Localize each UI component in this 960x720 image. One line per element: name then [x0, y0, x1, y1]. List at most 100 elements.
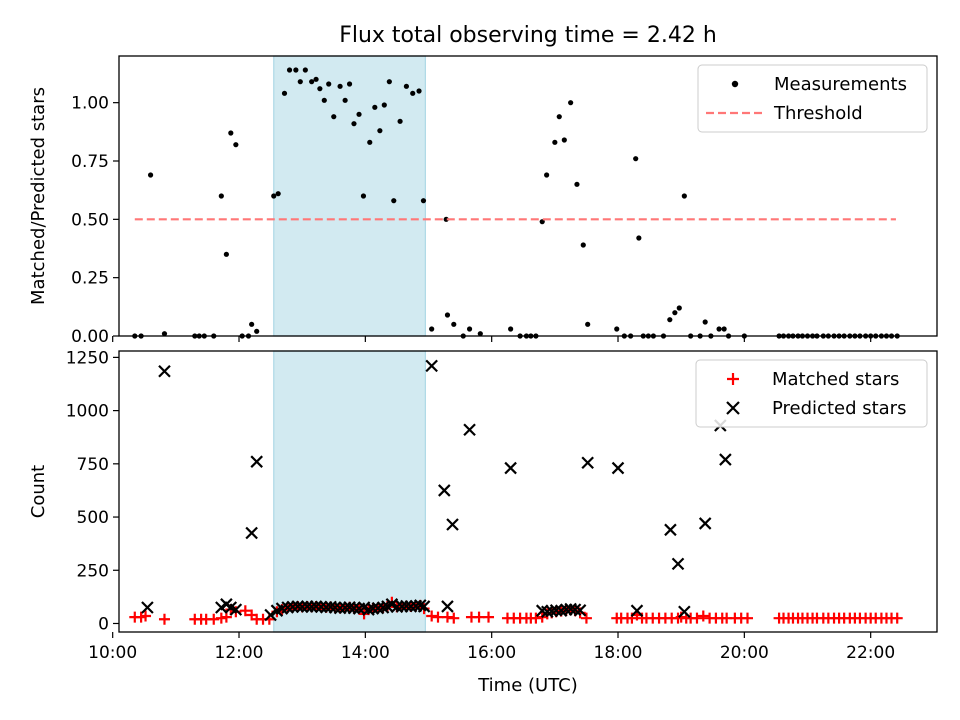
count-y-axis-label: Count [28, 465, 49, 518]
legend-box [697, 64, 928, 133]
measurements-point [444, 312, 451, 318]
y-tick-label: 500 [77, 508, 109, 528]
measurements-point [574, 181, 580, 187]
legend-label: Predicted stars [772, 398, 906, 419]
measurements-point [346, 81, 353, 87]
measurements-point [391, 198, 397, 204]
matched-stars-point [158, 613, 170, 625]
measurements-point [544, 172, 550, 178]
measurements-point [667, 317, 673, 323]
predicted-stars-point [371, 601, 385, 615]
predicted-stars-point [400, 599, 413, 613]
y-tick-label: 0 [98, 614, 109, 634]
observing-window-shade [273, 55, 426, 337]
x-tick-label: 14:00 [341, 643, 390, 663]
chart-title: Flux total observing time = 2.42 h [339, 23, 717, 48]
y-tick-label: 1250 [66, 348, 109, 368]
predicted-stars-point [309, 600, 323, 613]
predicted-stars-point [286, 600, 299, 614]
predicted-stars-point [545, 604, 558, 618]
measurements-point [281, 90, 288, 96]
x-tick-label: 20:00 [720, 643, 769, 663]
matched-stars-point [448, 612, 460, 624]
ratio-panel: 0.00 0.25 0.50 0.75 1.00 Matched/Predicted s… [28, 55, 938, 347]
predicted-stars-point [281, 601, 294, 614]
measurements-point [342, 97, 348, 103]
count-series [129, 359, 903, 625]
predicted-stars-point [678, 605, 691, 619]
measurements-point [721, 326, 727, 332]
count-axes: 0 250 500 750 1000 1250 10:00 12:00 14:00 16:00 18… [66, 348, 895, 663]
predicted-stars-point [366, 602, 380, 615]
matched-stars-point [742, 612, 754, 624]
measurements-point [249, 321, 255, 327]
measurements-point [420, 198, 427, 204]
predicted-stars-point [504, 461, 517, 475]
x-tick-label: 12:00 [215, 643, 264, 663]
ratio-panel-frame [118, 55, 938, 337]
measurements-point [326, 81, 332, 87]
measurements-point [372, 104, 378, 110]
measurements-point [356, 111, 362, 117]
measurements-point [309, 79, 315, 85]
measurements-point [286, 67, 293, 73]
predicted-stars-point [305, 600, 318, 614]
measurements-point [702, 319, 708, 325]
legend-marker [727, 373, 739, 385]
measurements-point [636, 235, 642, 241]
predicted-stars-point [158, 364, 171, 378]
x-tick-label: 10:00 [88, 643, 137, 663]
y-tick-label: 1.00 [71, 94, 109, 114]
predicted-stars-point [611, 461, 625, 475]
measurements-point [416, 88, 422, 94]
predicted-stars-point [141, 601, 154, 614]
measurements-point [337, 83, 343, 89]
measurements-point [676, 305, 682, 311]
measurements-point [466, 326, 473, 332]
measurements-point [580, 242, 586, 248]
legend-marker [726, 401, 740, 415]
y-tick-label: 0.00 [71, 327, 109, 347]
matched-stars-point [432, 611, 444, 623]
y-tick-label: 250 [77, 561, 109, 581]
count-legend: Matched stars Predicted stars [695, 359, 928, 428]
predicted-stars-point [630, 604, 644, 617]
measurements-point [410, 90, 416, 96]
measurements-point [351, 121, 357, 127]
predicted-stars-point [671, 557, 685, 571]
ratio-y-axis-label: Matched/Predicted stars [28, 87, 49, 305]
measurements-point [443, 216, 449, 222]
measurements-point [451, 321, 457, 327]
measurements-point [568, 100, 574, 106]
predicted-stars-point [573, 604, 587, 617]
legend-box [695, 359, 928, 428]
measurements-point [561, 137, 567, 143]
measurements-point [313, 76, 319, 82]
observing-window-shade [273, 350, 426, 633]
predicted-stars-point [719, 453, 732, 466]
measurements-point [223, 251, 229, 257]
x-tick-label: 18:00 [594, 643, 643, 663]
predicted-stars-point [295, 600, 309, 614]
predicted-stars-point [698, 517, 712, 530]
measurements-point [367, 139, 373, 145]
x-tick-label: 22:00 [846, 643, 895, 663]
measurements-point [233, 142, 239, 148]
matched-stars-point [697, 610, 709, 622]
predicted-stars-point [347, 601, 361, 615]
measurements-point [254, 328, 260, 334]
measurements-point [614, 326, 620, 332]
measurements-point [397, 118, 403, 124]
legend-marker [731, 80, 739, 88]
legend-label: Threshold [773, 103, 863, 124]
measurements-point [161, 331, 168, 337]
predicted-stars-point [549, 604, 563, 617]
matched-stars-point [140, 610, 152, 622]
measurements-point [716, 326, 722, 332]
y-tick-label: 0.75 [71, 152, 109, 172]
predicted-stars-point [664, 523, 677, 537]
predicted-stars-point [328, 601, 342, 614]
measurements-point [552, 139, 558, 145]
measurements-point [297, 79, 303, 85]
